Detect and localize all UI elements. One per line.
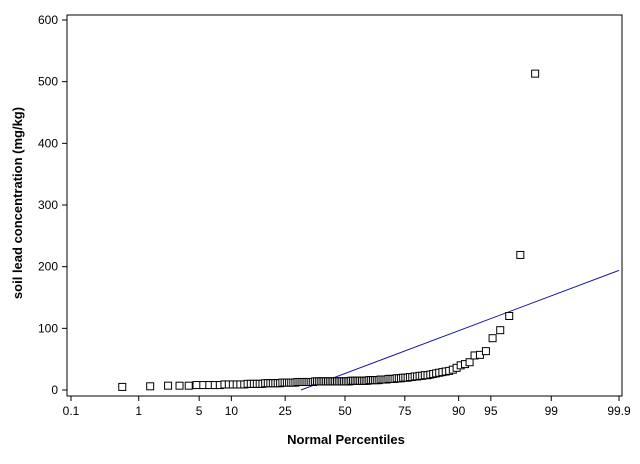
data-point bbox=[488, 334, 497, 343]
y-tick-label: 400 bbox=[38, 136, 58, 150]
x-tick-label: 5 bbox=[196, 404, 203, 418]
data-point bbox=[118, 382, 127, 391]
x-tick-label: 25 bbox=[279, 404, 293, 418]
x-tick-label: 99.9 bbox=[607, 404, 631, 418]
data-point bbox=[146, 382, 155, 391]
fit-line bbox=[300, 269, 620, 391]
y-tick-label: 0 bbox=[51, 383, 58, 397]
data-point bbox=[184, 381, 193, 390]
x-tick-label: 95 bbox=[484, 404, 498, 418]
y-tick-label: 200 bbox=[38, 260, 58, 274]
y-tick-label: 500 bbox=[38, 75, 58, 89]
x-tick-label: 99 bbox=[545, 404, 559, 418]
data-point bbox=[531, 69, 540, 78]
y-axis: 0 100 200 300 400 500 600 bbox=[38, 13, 67, 397]
x-tick-label: 50 bbox=[338, 404, 352, 418]
y-axis-title: soil lead concentration (mg/kg) bbox=[10, 107, 25, 299]
data-point bbox=[505, 312, 514, 320]
data-point bbox=[164, 381, 173, 390]
y-tick-label: 300 bbox=[38, 198, 58, 212]
data-points-layer bbox=[118, 69, 540, 391]
x-tick-label: 10 bbox=[225, 404, 239, 418]
x-axis: 0.1 1 5 10 25 50 75 90 95 99 99.9 bbox=[63, 396, 631, 418]
data-point bbox=[192, 381, 201, 390]
x-tick-label: 1 bbox=[135, 404, 142, 418]
data-point bbox=[465, 358, 474, 367]
y-tick-label: 600 bbox=[38, 13, 58, 27]
x-axis-title: Normal Percentiles bbox=[287, 432, 405, 447]
x-tick-label: 75 bbox=[398, 404, 412, 418]
x-tick-label: 0.1 bbox=[63, 404, 80, 418]
data-point bbox=[516, 250, 525, 259]
x-tick-label: 90 bbox=[452, 404, 466, 418]
y-tick-label: 100 bbox=[38, 321, 58, 335]
data-point bbox=[175, 381, 184, 390]
data-point bbox=[481, 347, 490, 356]
fit-line-layer bbox=[300, 269, 620, 391]
data-point bbox=[496, 326, 505, 335]
